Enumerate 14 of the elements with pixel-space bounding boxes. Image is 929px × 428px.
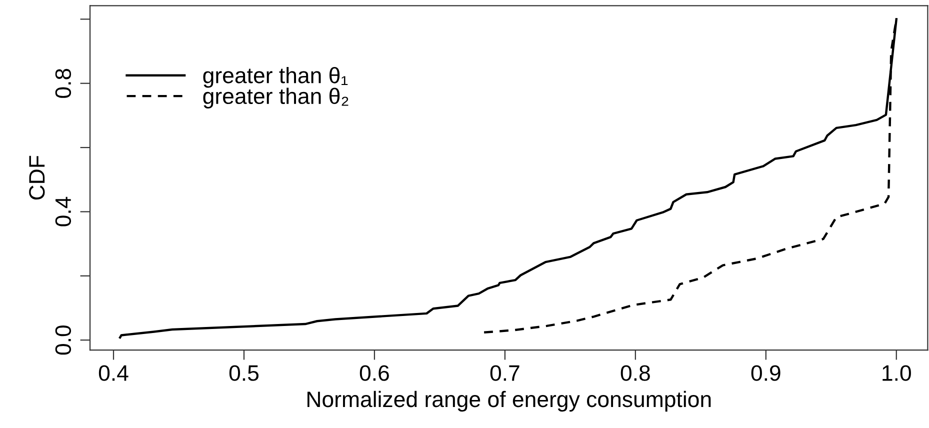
x-tick-label: 0.9 [751, 365, 780, 381]
y-tick-label: 0.8 [55, 68, 72, 98]
y-axis-title: CDF [29, 156, 45, 200]
legend-label: greater than θ₂ [203, 88, 348, 108]
x-axis-title: Normalized range of energy consumption [308, 390, 711, 412]
y-tick-label: 0.0 [55, 325, 72, 355]
x-tick-label: 0.4 [98, 365, 128, 381]
x-tick-label: 0.5 [229, 365, 258, 381]
x-tick-label: 1.0 [882, 365, 911, 381]
x-tick-label: 0.6 [360, 365, 389, 381]
x-tick-label: 0.8 [620, 365, 650, 381]
legend-label: greater than θ₁ [203, 67, 348, 88]
y-tick-label: 0.4 [55, 196, 72, 226]
x-tick-label: 0.7 [490, 365, 520, 381]
